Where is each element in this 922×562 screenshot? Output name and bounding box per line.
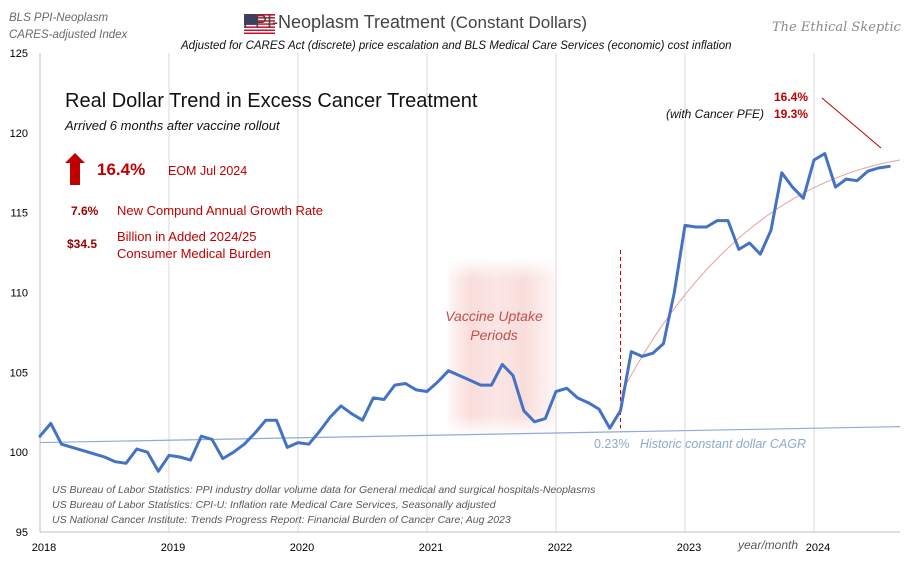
source-line-1: US Bureau of Labor Statistics: PPI indus… [52, 484, 596, 496]
pfe-pointer [821, 97, 882, 149]
burden-label: Billion in Added 2024/25 Consumer Medica… [117, 229, 271, 261]
x-tick-label-2019: 2019 [161, 542, 185, 554]
arrived-note: Arrived 6 months after vaccine rollout [65, 118, 280, 133]
historic-cagr-label: Historic constant dollar CAGR [640, 437, 807, 451]
chart-title-sub: (Constant Dollars) [450, 13, 588, 32]
historic-cagr-value: 0.23% [594, 437, 630, 451]
x-axis-note: year/month [738, 538, 799, 552]
x-tick-label-2024: 2024 [806, 542, 830, 554]
x-tick-label-2021: 2021 [419, 542, 443, 554]
brand-logo: The Ethical Skeptic [772, 20, 901, 35]
up-arrow-shape [65, 153, 85, 185]
x-tick-label-2020: 2020 [290, 542, 314, 554]
burden-value: $34.5 [67, 237, 98, 251]
series-ppi-neoplasm-line [38, 152, 891, 473]
pfe-value-2: 19.3% [774, 107, 809, 121]
y-tick-label-125: 125 [10, 48, 28, 60]
us-flag-icon [244, 14, 275, 34]
new-cagr-value: 7.6% [71, 204, 99, 218]
increase-label: EOM Jul 2024 [168, 164, 248, 178]
y-tick-label-110: 110 [10, 288, 28, 300]
header-source-line2: CARES-adjusted Index [9, 29, 128, 41]
historic-trend-line [39, 426, 901, 444]
y-tick-label-105: 105 [10, 367, 28, 379]
headline: Real Dollar Trend in Excess Cancer Treat… [65, 90, 478, 112]
x-tick-label-2018: 2018 [32, 542, 56, 554]
vaccine-uptake-band [448, 258, 556, 436]
new-cagr-label: New Compund Annual Growth Rate [117, 203, 323, 218]
chart-subtitle: Adjusted for CARES Act (discrete) price … [181, 40, 732, 52]
fit-curve-path [620, 159, 901, 395]
pfe-pointer-line [821, 97, 882, 149]
vaccine-band-rect [448, 258, 556, 436]
excess-fit-curve [620, 159, 901, 395]
y-tick-label-115: 115 [10, 208, 28, 220]
increase-percent: 16.4% [97, 160, 146, 179]
y-tick-label-100: 100 [10, 447, 28, 459]
x-axis-ticks: 2018 2019 2020 2021 2022 2023 2024 [32, 542, 830, 554]
chart-title-main: PPI-Neoplasm Treatment [243, 12, 446, 32]
chart-title: PPI-Neoplasm Treatment (Constant Dollars… [243, 12, 587, 33]
source-line-3: US National Cancer Institute: Trends Pro… [52, 514, 511, 526]
y-tick-label-120: 120 [10, 128, 28, 140]
x-tick-label-2022: 2022 [548, 542, 572, 554]
header-source-line1: BLS PPI-Neoplasm [9, 12, 109, 24]
pfe-value-1: 16.4% [774, 90, 809, 104]
vaccine-uptake-label: Vaccine Uptake Periods [445, 308, 543, 343]
x-tick-label-2023: 2023 [677, 542, 701, 554]
y-tick-label-95: 95 [16, 527, 28, 539]
pfe-label: (with Cancer PFE) [666, 107, 765, 121]
y-axis-ticks: 95 100 105 110 115 120 125 [10, 48, 28, 539]
increase-arrow-icon [65, 153, 85, 185]
source-line-2: US Bureau of Labor Statistics: CPI-U: In… [52, 499, 496, 511]
series-line-group [38, 152, 891, 473]
series-historic-trend [39, 426, 901, 444]
